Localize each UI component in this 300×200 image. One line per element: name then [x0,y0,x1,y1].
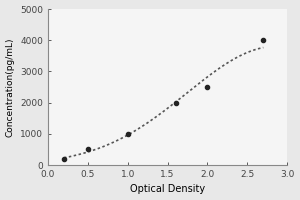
X-axis label: Optical Density: Optical Density [130,184,205,194]
Y-axis label: Concentration(pg/mL): Concentration(pg/mL) [6,37,15,137]
